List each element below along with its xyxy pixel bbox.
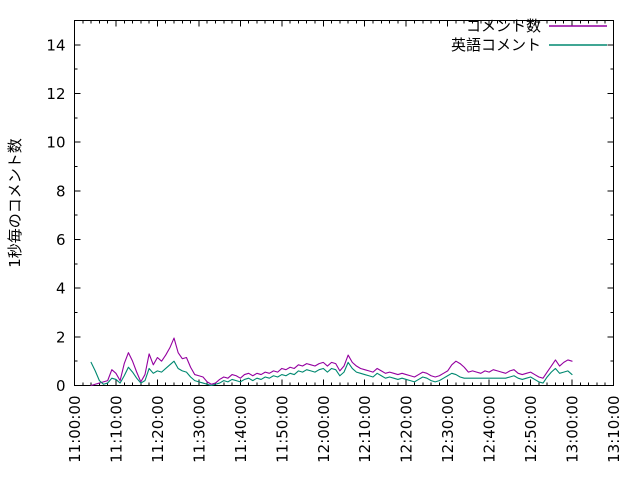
y-axis-ticks: 0 2 4 6 8 10 12 14 <box>46 20 614 395</box>
series-line-comment-count <box>90 337 573 387</box>
x-tick-label: 11:20:00 <box>149 396 167 463</box>
series-line-english-comment <box>90 360 573 387</box>
legend-label-comment-count: コメント数 <box>466 17 541 35</box>
y-tick-label: 14 <box>46 36 65 54</box>
y-axis-title-text: 1秒毎のコメント数 <box>6 138 24 268</box>
x-tick-label: 12:40:00 <box>481 396 499 463</box>
x-tick-label: 12:50:00 <box>522 396 540 463</box>
y-tick-label: 12 <box>46 85 65 103</box>
x-tick-label: 11:00:00 <box>66 396 84 463</box>
y-tick-label: 2 <box>56 328 66 346</box>
x-tick-label: 11:30:00 <box>190 396 208 463</box>
y-tick-label: 8 <box>56 182 66 200</box>
x-tick-label: 13:10:00 <box>605 396 623 463</box>
x-axis-ticks: 11:00:00 11:10:00 11:20:00 11:30:00 11:40:00… <box>66 20 623 463</box>
legend-label-english-comment: 英語コメント <box>451 36 541 54</box>
x-tick-label: 11:40:00 <box>232 396 250 463</box>
x-tick-label: 12:30:00 <box>439 396 457 463</box>
x-tick-label: 11:10:00 <box>107 396 125 463</box>
x-tick-label: 12:10:00 <box>356 396 374 463</box>
y-tick-label: 10 <box>46 134 65 152</box>
x-tick-label: 11:50:00 <box>273 396 291 463</box>
x-tick-label: 12:20:00 <box>398 396 416 463</box>
x-tick-label: 12:00:00 <box>315 396 333 463</box>
plot-frame <box>74 20 614 386</box>
x-tick-label: 13:00:00 <box>564 396 582 463</box>
series-lines <box>90 337 573 387</box>
y-tick-label: 4 <box>56 280 66 298</box>
y-axis-title: 1秒毎のコメント数 <box>6 138 24 268</box>
y-tick-label: 6 <box>56 231 66 249</box>
y-tick-label: 0 <box>56 377 66 395</box>
